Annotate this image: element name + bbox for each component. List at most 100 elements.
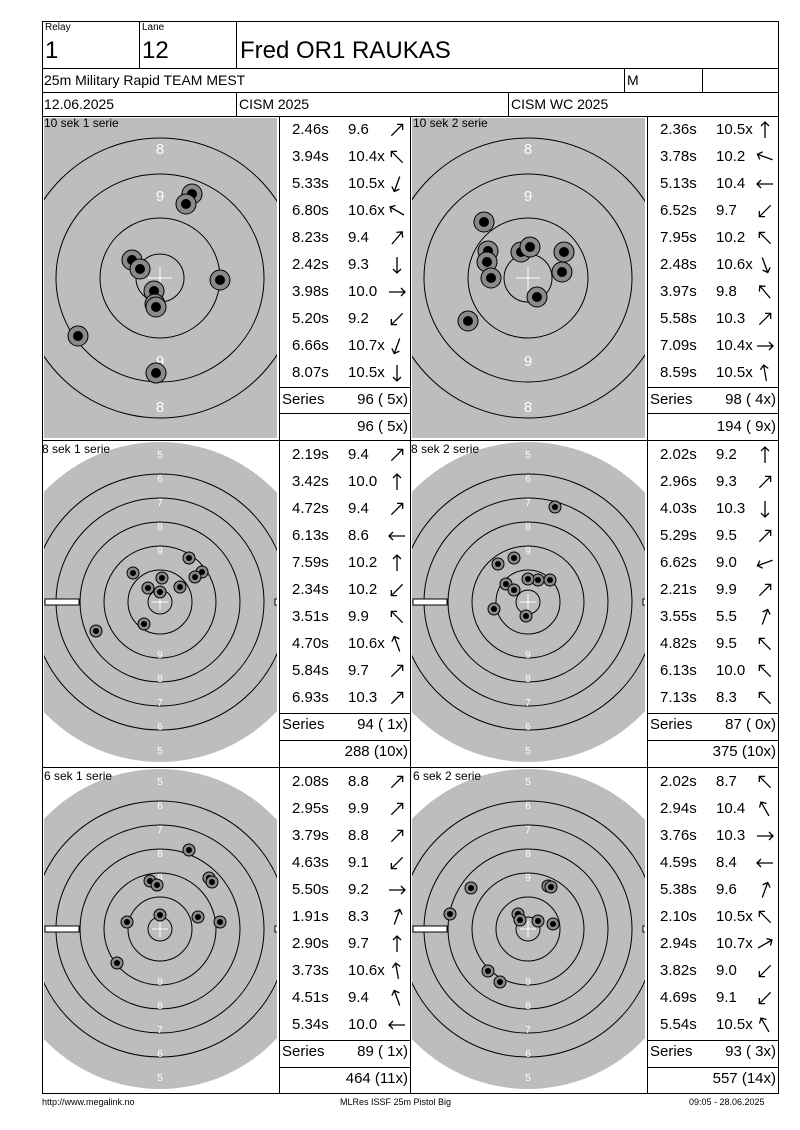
divider (647, 413, 779, 414)
shot-row: 2.48s 10.6x (648, 251, 778, 278)
shot-time: 2.02s (660, 773, 697, 790)
shot-time: 4.51s (292, 989, 329, 1006)
target-ring (79, 521, 241, 683)
shot-score: 10.4 (716, 800, 746, 817)
shot-hole-center (199, 569, 205, 575)
shot-time: 3.73s (292, 962, 329, 979)
shot-hole-center (151, 302, 161, 312)
shot-row: 4.03s 10.3 (648, 495, 778, 522)
shot-hole-center (559, 247, 569, 257)
cumulative-total: 375 (10x) (712, 743, 776, 760)
shot-score: 9.3 (348, 256, 369, 273)
shot-time: 3.98s (292, 283, 329, 300)
target-ring (103, 545, 217, 659)
shot-hole-center (550, 921, 556, 927)
panel-title: 10 sek 1 serie (44, 116, 119, 130)
relay-value: 1 (45, 37, 59, 64)
shot-time: 8.07s (292, 364, 329, 381)
series-row: Series 87 ( 0x) (650, 712, 776, 738)
shot-direction-arrow-icon (758, 910, 772, 924)
shot-row: 7.13s 8.3 (648, 684, 778, 711)
shot-score: 10.7x (348, 337, 385, 354)
shot-time: 5.54s (660, 1016, 697, 1033)
shot-time: 5.34s (292, 1016, 329, 1033)
shot-direction-arrow-icon (391, 176, 401, 193)
shot-score: 10.6x (348, 202, 385, 219)
ring-number: 6 (525, 801, 531, 812)
shot-hole-center (154, 882, 160, 888)
shot-direction-arrow-icon (757, 937, 773, 949)
cumulative-total: 557 (14x) (712, 1070, 776, 1087)
shot-row: 7.59s 10.2 (280, 549, 410, 576)
shot-row: 3.55s 5.5 (648, 603, 778, 630)
aiming-bar (642, 598, 645, 606)
shot-row: 4.59s 8.4 (648, 849, 778, 876)
rapid-target-8s-1: 5 6 7 8 9 9 8 7 6 5 (44, 442, 277, 762)
shot-score: 5.5 (716, 608, 737, 625)
shot-hole-center (130, 570, 136, 576)
shot-time: 3.97s (660, 283, 697, 300)
shot-row: 3.98s 10.0 (280, 278, 410, 305)
target-ring (495, 569, 561, 635)
shot-hole-center (124, 919, 130, 925)
shot-direction-arrow-icon (756, 858, 773, 868)
shot-row: 2.36s 10.5x (648, 116, 778, 143)
shot-score: 9.9 (716, 581, 737, 598)
shot-time: 4.63s (292, 854, 329, 871)
shot-row: 7.09s 10.4x (648, 332, 778, 359)
divider (279, 713, 410, 714)
ring-number: 7 (157, 698, 163, 709)
match-date: 12.06.2025 (44, 96, 115, 112)
shot-direction-arrow-icon (390, 610, 404, 624)
shot-row: 8.07s 10.5x (280, 359, 410, 386)
shot-hole-center (181, 199, 191, 209)
shot-direction-arrow-icon (391, 962, 401, 979)
aiming-bar (44, 598, 80, 606)
shot-direction-arrow-icon (758, 664, 772, 678)
shot-score: 10.2 (716, 148, 746, 165)
shot-score: 10.5x (716, 1016, 753, 1033)
target-ring (447, 848, 609, 1010)
shot-direction-arrow-icon (391, 635, 401, 652)
shot-direction-arrow-icon (390, 856, 404, 870)
ring-number: 6 (525, 1049, 531, 1060)
shot-hole-center (495, 561, 501, 567)
shot-hole-center (497, 979, 503, 985)
shot-time: 2.96s (660, 473, 697, 490)
shot-direction-arrow-icon (758, 475, 772, 489)
shot-time: 2.90s (292, 935, 329, 952)
aiming-bar (642, 925, 645, 933)
shot-time: 1.91s (292, 908, 329, 925)
series-row: Series 93 ( 3x) (650, 1039, 776, 1065)
divider (42, 92, 779, 93)
ring-number: 7 (525, 825, 531, 836)
shot-score: 9.2 (348, 310, 369, 327)
shot-row: 5.34s 10.0 (280, 1011, 410, 1038)
shot-time: 6.52s (660, 202, 697, 219)
shot-score: 9.2 (348, 881, 369, 898)
shot-time: 3.42s (292, 473, 329, 490)
divider (647, 740, 779, 741)
shot-hole-center (491, 606, 497, 612)
series-label: Series (650, 716, 693, 733)
shot-score: 8.4 (716, 854, 737, 871)
ring-number: 9 (524, 188, 532, 205)
shot-hole-center (149, 286, 159, 296)
shot-time: 2.02s (660, 446, 697, 463)
shot-direction-arrow-icon (390, 448, 404, 462)
ring-number: 9 (525, 650, 531, 661)
shot-row: 3.94s 10.4x (280, 143, 410, 170)
shot-score: 10.0 (348, 473, 378, 490)
shot-row: 5.58s 10.3 (648, 305, 778, 332)
target-center-cross (520, 921, 536, 937)
shot-score: 10.2 (348, 554, 378, 571)
shot-hole-center (151, 368, 161, 378)
aiming-bar (274, 598, 277, 606)
aiming-bar (412, 925, 448, 933)
shot-hole-center (209, 879, 215, 885)
shot-row: 3.78s 10.2 (648, 143, 778, 170)
target-ring (423, 173, 633, 383)
divider (624, 68, 625, 92)
footer-website[interactable]: http://www.megalink.no (42, 1097, 135, 1107)
target-ring (127, 569, 193, 635)
